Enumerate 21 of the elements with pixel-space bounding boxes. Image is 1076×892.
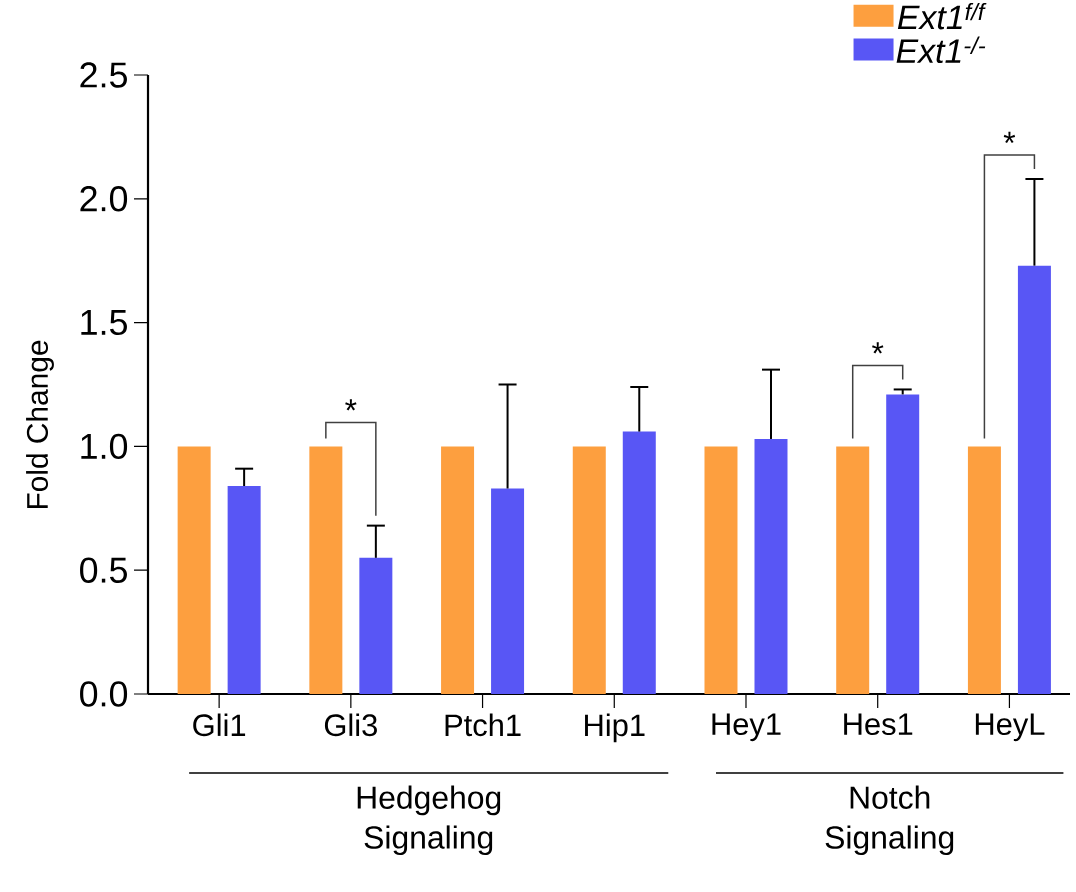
x-tick-label: HeyL [975, 713, 1045, 742]
y-tick-label: 0.5 [80, 557, 127, 583]
x-tick-label: Hip1 [585, 713, 645, 743]
y-axis-title: Fold Change [26, 340, 54, 509]
y-tick-label: 2.0 [80, 186, 128, 212]
text: Notch Signaling [825, 785, 954, 856]
y-tick-label: 1.0 [81, 433, 128, 460]
x-tick-label: Gli1 [193, 713, 246, 737]
annotation: * [872, 342, 884, 354]
x-tick-label: Gli3 [324, 713, 377, 737]
x-tick-label: Ptch1 [445, 713, 521, 737]
y-tick-label: 2.5 [80, 62, 127, 88]
annotation: * [1003, 131, 1016, 144]
y-tick-label: 1.5 [81, 310, 127, 336]
x-tick-label: Hes1 [844, 713, 913, 736]
annotation: * [345, 399, 357, 411]
y-tick-label: 0.0 [80, 681, 128, 707]
x-tick-label: Hey1 [712, 713, 781, 742]
legend-label: Ext1$^{f/f}$ [897, 2, 987, 30]
legend-label: Ext1$^{-/-}$ [896, 36, 986, 64]
text: Hedgehog Signaling [357, 785, 501, 856]
